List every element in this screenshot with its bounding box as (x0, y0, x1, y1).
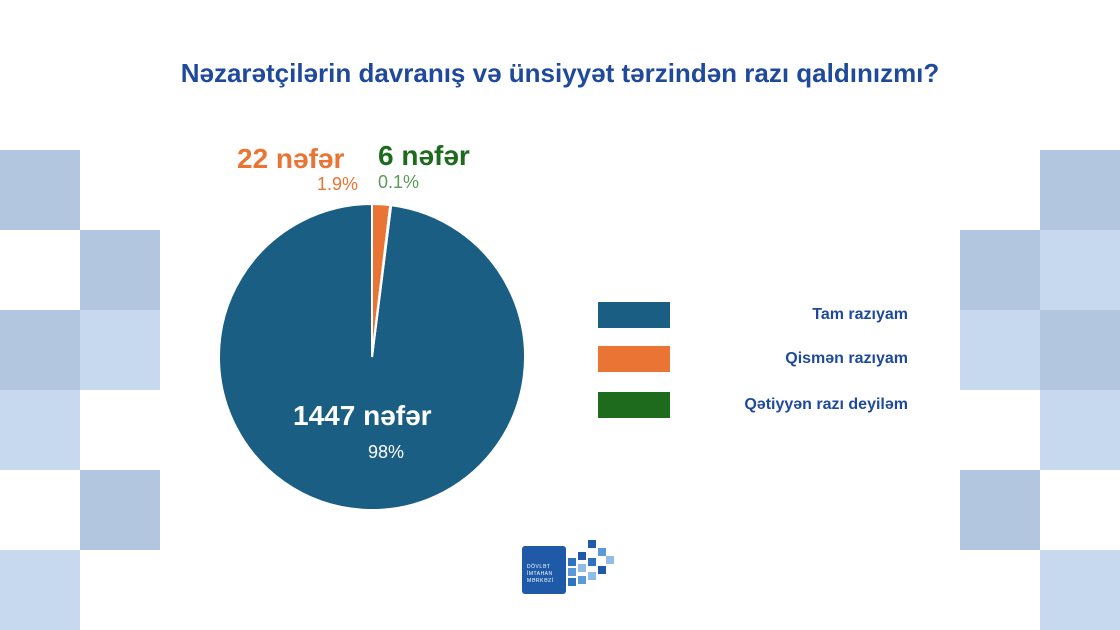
logo-pixel-icon (578, 564, 586, 572)
logo-pixel-icon (568, 578, 576, 586)
legend-swatch (598, 302, 670, 328)
decor-tile (0, 390, 80, 470)
logo-pixel-icon (568, 558, 576, 566)
logo-book-icon: DÖVLƏT İMTAHAN MƏRKƏZİ (522, 546, 566, 594)
logo-pixel-icon (568, 568, 576, 576)
decor-tile (0, 310, 80, 390)
legend-label: Tam razıyam (812, 306, 908, 323)
decor-tile (960, 230, 1040, 310)
slice-percent-label-qetiyyen: 0.1% (378, 172, 420, 192)
slice-count-label-tam: 1447 nəfər (293, 400, 432, 431)
logo-line-3: MƏRKƏZİ (527, 578, 554, 584)
slice-percent-label-tam: 98% (368, 442, 405, 462)
logo-pixel-icon (606, 556, 614, 564)
logo-pixel-icon (588, 540, 596, 548)
legend-swatch (598, 346, 670, 372)
decor-tile (80, 310, 160, 390)
logo-text: DÖVLƏT İMTAHAN MƏRKƏZİ (527, 564, 554, 585)
decor-tile (1040, 230, 1120, 310)
legend-label: Qismən razıyam (785, 350, 908, 367)
legend-item-qismen: Qismən razıyam (598, 346, 908, 374)
slice-count-label-qetiyyen: 6 nəfər (378, 140, 470, 171)
legend-item-qetiyyen: Qətiyyən razı deyiləm (598, 392, 908, 420)
decor-tile (0, 550, 80, 630)
logo-line-1: DÖVLƏT (527, 564, 551, 570)
decor-tile (1040, 550, 1120, 630)
legend-swatch (598, 392, 670, 418)
logo-pixel-icon (598, 548, 606, 556)
decor-tile (1040, 150, 1120, 230)
decor-tile (960, 470, 1040, 550)
slice-count-label-qismen: 22 nəfər (237, 143, 345, 174)
decor-tile (1040, 310, 1120, 390)
decor-tile (80, 230, 160, 310)
chart-title: Nəzarətçilərin davranış və ünsiyyət tərz… (180, 58, 940, 88)
legend-label: Qətiyyən razı deyiləm (744, 396, 908, 413)
logo-pixel-icon (588, 558, 596, 566)
logo-pixel-icon (588, 572, 596, 580)
legend-item-tam: Tam razıyam (598, 302, 908, 330)
logo-pixel-icon (578, 552, 586, 560)
decor-tile (1040, 390, 1120, 470)
pie-slice-qetiyyen (371, 203, 393, 358)
decor-tile (960, 310, 1040, 390)
decor-tile (0, 150, 80, 230)
slice-percent-label-qismen: 1.9% (317, 174, 359, 194)
logo-pixel-icon (598, 566, 606, 574)
logo-pixel-icon (578, 576, 586, 584)
decor-tile (80, 470, 160, 550)
logo-line-2: İMTAHAN (527, 571, 553, 577)
dim-logo: DÖVLƏT İMTAHAN MƏRKƏZİ (522, 538, 614, 596)
